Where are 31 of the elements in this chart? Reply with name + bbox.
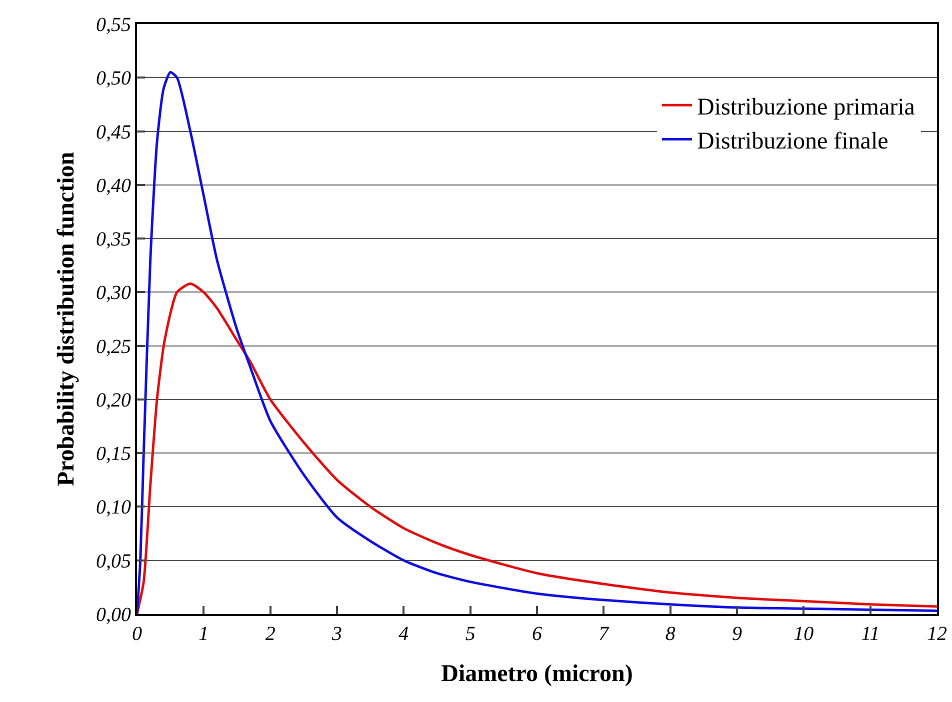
y-tick-label: 0,55: [96, 14, 131, 36]
legend-label: Distribuzione primaria: [697, 94, 916, 120]
x-tick-label: 4: [398, 623, 409, 645]
y-tick-label: 0,20: [96, 389, 131, 412]
x-tick-label: 8: [665, 623, 676, 645]
y-tick-label: 0,50: [96, 68, 131, 90]
x-tick-label: 1: [198, 623, 209, 645]
y-tick-label: 0,40: [96, 174, 131, 197]
y-tick-label: 0,25: [96, 336, 131, 358]
line-series: [137, 71, 937, 614]
x-tick-label: 0: [132, 623, 142, 645]
legend-label: Distribuzione finale: [697, 128, 888, 155]
y-tick-label: 0,30: [96, 282, 131, 304]
y-axis-title: Probability distribution function: [54, 152, 80, 486]
y-tick-label: 0,10: [96, 496, 131, 519]
x-tick-label: 9: [732, 623, 742, 645]
x-tick-label: 10: [794, 623, 814, 645]
x-tick-label: 2: [265, 623, 276, 645]
y-tick-label: 0,45: [96, 121, 131, 144]
line-series: [137, 282, 937, 614]
x-tick-label: 11: [861, 623, 880, 645]
x-tick-label: 12: [927, 623, 947, 645]
x-tick-label: 7: [598, 623, 610, 645]
y-tick-label: 0,00: [96, 604, 131, 626]
x-axis-title: Diametro (micron): [441, 660, 633, 687]
x-tick-label: 3: [331, 623, 342, 645]
y-tick-label: 0,35: [96, 228, 131, 251]
y-tick-label: 0,15: [96, 443, 131, 466]
x-tick-label: 5: [465, 623, 476, 645]
y-tick-label: 0,05: [96, 550, 131, 572]
x-tick-label: 6: [532, 623, 542, 645]
